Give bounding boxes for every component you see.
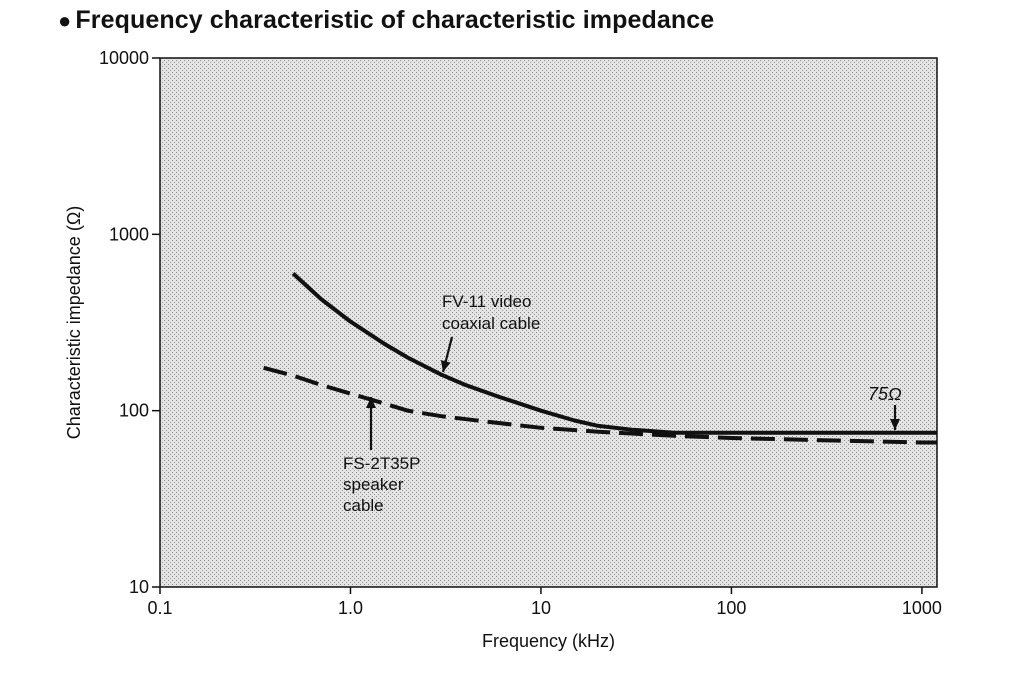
x-tick-label: 0.1 <box>147 598 172 618</box>
impedance-75-arrow-head <box>890 419 900 430</box>
x-tick-label: 1000 <box>902 598 942 618</box>
y-tick-label: 1000 <box>109 224 149 244</box>
plot-area <box>159 57 938 588</box>
y-tick-label: 10 <box>129 577 149 597</box>
series-1-label-line: cable <box>343 496 384 515</box>
series-0-label-line: coaxial cable <box>442 314 540 333</box>
y-tick-label: 10000 <box>99 48 149 68</box>
chart-title-text: Frequency characteristic of characterist… <box>75 6 715 34</box>
bullet-icon: ● <box>58 8 72 33</box>
x-tick-label: 100 <box>716 598 746 618</box>
chart-title: ● Frequency characteristic of characteris… <box>58 6 714 35</box>
x-axis-label: Frequency (kHz) <box>482 631 615 651</box>
y-tick-label: 100 <box>119 401 149 421</box>
x-tick-label: 1.0 <box>338 598 363 618</box>
series-line-1 <box>263 365 937 445</box>
speaker-label-arrow-head <box>366 397 376 408</box>
x-tick-label: 10 <box>531 598 551 618</box>
y-axis-label: Characteristic impedance (Ω) <box>64 206 84 440</box>
series-0-label-line: FV-11 video <box>442 292 531 311</box>
series-line-0 <box>291 272 937 435</box>
impedance-75-label: 75Ω <box>868 384 902 404</box>
coax-label-arrow-head <box>440 360 451 372</box>
series-1-label-line: speaker <box>343 475 404 494</box>
series-1-label-line: FS-2T35P <box>343 454 420 473</box>
